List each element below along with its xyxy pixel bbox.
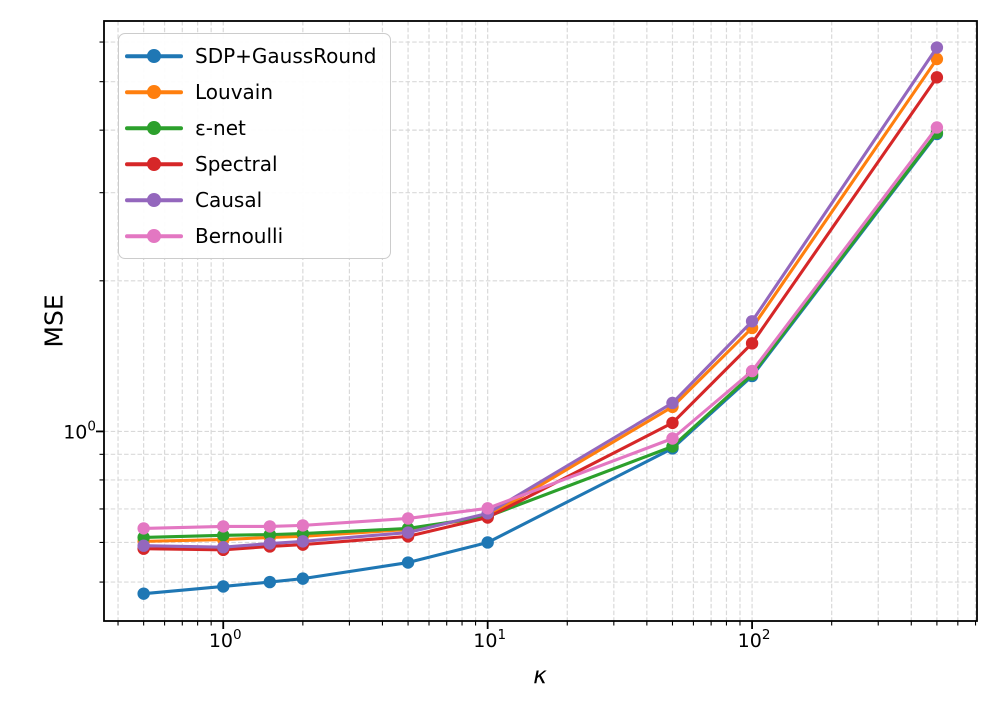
x-tick-label: 102 bbox=[738, 627, 771, 652]
data-point-Bernoulli bbox=[666, 432, 679, 445]
data-point-Bernoulli bbox=[296, 519, 310, 532]
legend-item-label: Causal bbox=[195, 188, 263, 212]
data-point-Spectral bbox=[745, 337, 759, 350]
data-point-Causal bbox=[137, 539, 150, 552]
legend: SDP+GaussRound Louvain ε-net Spectral Causal… bbox=[118, 33, 392, 259]
data-point-Bernoulli bbox=[401, 512, 415, 525]
data-point-SDP+GaussRound bbox=[401, 556, 415, 569]
data-point-Causal bbox=[930, 41, 944, 54]
legend-line-marker-icon bbox=[125, 85, 183, 99]
data-point-Causal bbox=[401, 526, 415, 539]
legend-item-label: Spectral bbox=[195, 152, 278, 176]
legend-line-marker-icon bbox=[125, 49, 183, 63]
legend-line-marker-icon bbox=[125, 193, 183, 207]
data-point-SDP+GaussRound bbox=[296, 572, 310, 585]
data-point-Causal bbox=[263, 537, 277, 550]
legend-item-Spectral: Spectral bbox=[125, 146, 376, 182]
data-point-Bernoulli bbox=[745, 364, 759, 378]
legend-item-Bernoulli: Bernoulli bbox=[125, 218, 376, 254]
data-point-SDP+GaussRound bbox=[217, 580, 230, 593]
legend-item-Louvain: Louvain bbox=[125, 74, 376, 110]
data-point-Causal bbox=[296, 535, 310, 548]
x-tick-label: 100 bbox=[209, 627, 242, 652]
legend-item-SDP+GaussRound: SDP+GaussRound bbox=[125, 38, 376, 74]
data-point-ε-net bbox=[217, 529, 230, 542]
data-point-Spectral bbox=[930, 71, 944, 84]
legend-item-label: Bernoulli bbox=[195, 224, 284, 248]
data-point-SDP+GaussRound bbox=[263, 575, 277, 589]
data-point-Bernoulli bbox=[217, 520, 230, 533]
legend-item-Causal: Causal bbox=[125, 182, 376, 218]
legend-item-label: ε-net bbox=[195, 116, 246, 140]
x-tick-label: 101 bbox=[473, 627, 506, 652]
data-point-SDP+GaussRound bbox=[137, 587, 150, 600]
data-point-Bernoulli bbox=[137, 522, 150, 535]
data-point-Bernoulli bbox=[930, 121, 944, 134]
legend-item-ε-net: ε-net bbox=[125, 110, 376, 146]
y-axis-label: MSE bbox=[39, 294, 69, 348]
data-point-Causal bbox=[666, 396, 679, 410]
legend-line-marker-icon bbox=[125, 121, 183, 135]
plot-border bbox=[103, 20, 978, 622]
legend-line-marker-icon bbox=[125, 229, 183, 243]
data-point-Bernoulli bbox=[481, 502, 494, 515]
data-point-Louvain bbox=[930, 52, 944, 66]
legend-line-marker-icon bbox=[125, 157, 183, 171]
data-point-SDP+GaussRound bbox=[481, 536, 494, 549]
data-point-Spectral bbox=[666, 416, 679, 430]
data-point-Causal bbox=[217, 541, 230, 554]
data-point-Causal bbox=[745, 315, 759, 328]
legend-item-label: Louvain bbox=[195, 80, 274, 104]
data-point-Bernoulli bbox=[263, 520, 277, 533]
x-axis-label: κ bbox=[533, 663, 547, 689]
y-tick-label: 100 bbox=[63, 418, 96, 443]
legend-item-label: SDP+GaussRound bbox=[195, 44, 377, 68]
